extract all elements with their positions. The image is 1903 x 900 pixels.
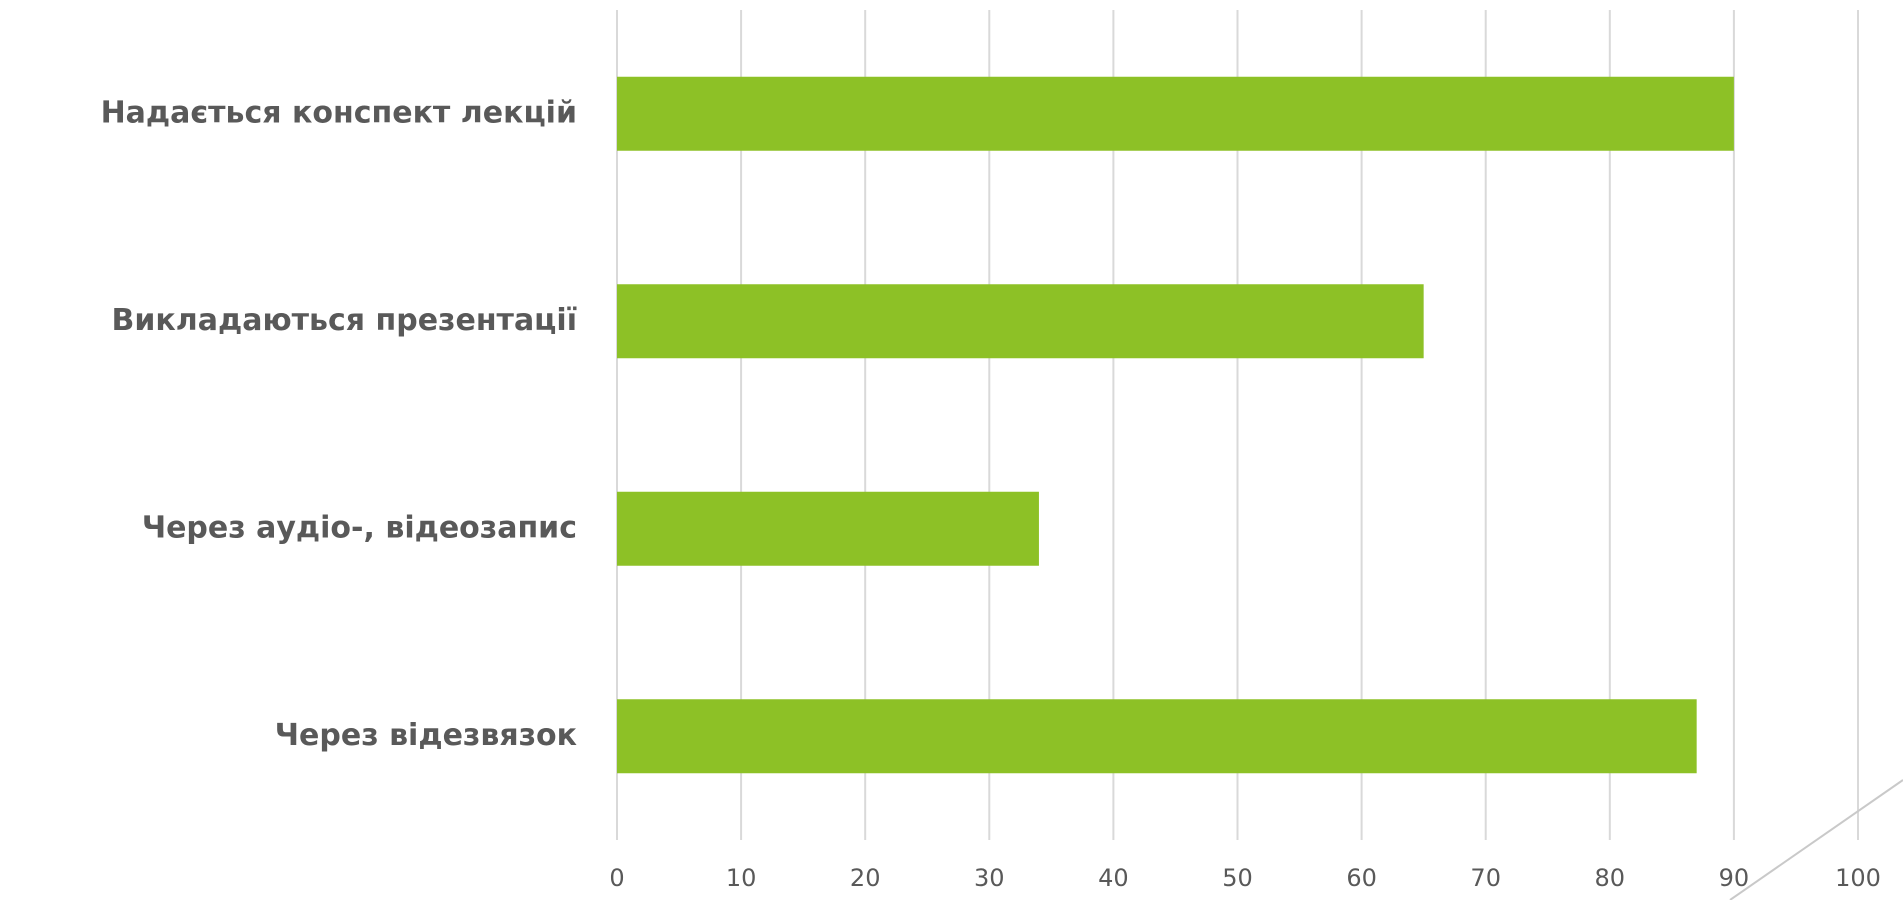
bar-3 xyxy=(617,699,1697,774)
x-tick-label: 100 xyxy=(1835,864,1881,892)
x-tick-label: 40 xyxy=(1098,864,1129,892)
category-label: Викладаються презентації xyxy=(112,303,577,338)
x-tick-label: 0 xyxy=(609,864,624,892)
x-tick-label: 20 xyxy=(850,864,881,892)
category-labels: Надається конспект лекцій Викладаються пр… xyxy=(101,95,577,753)
x-tick-label: 60 xyxy=(1346,864,1377,892)
x-tick-label: 10 xyxy=(726,864,757,892)
category-label: Через аудіо-, відеозапис xyxy=(142,510,577,545)
bars xyxy=(617,76,1734,774)
x-tick-label: 90 xyxy=(1719,864,1750,892)
x-tick-label: 70 xyxy=(1470,864,1501,892)
category-label: Надається конспект лекцій xyxy=(101,95,577,130)
bar-1 xyxy=(617,284,1424,359)
x-tick-label: 50 xyxy=(1222,864,1253,892)
x-tick-label: 30 xyxy=(974,864,1005,892)
x-axis-tick-labels: 0 10 20 30 40 50 60 70 80 90 100 xyxy=(609,864,1881,892)
bar-2 xyxy=(617,491,1039,566)
category-label: Через відезвязок xyxy=(275,718,577,753)
x-tick-label: 80 xyxy=(1595,864,1626,892)
bar-0 xyxy=(617,76,1734,151)
corner-decoration-line xyxy=(1729,779,1903,900)
